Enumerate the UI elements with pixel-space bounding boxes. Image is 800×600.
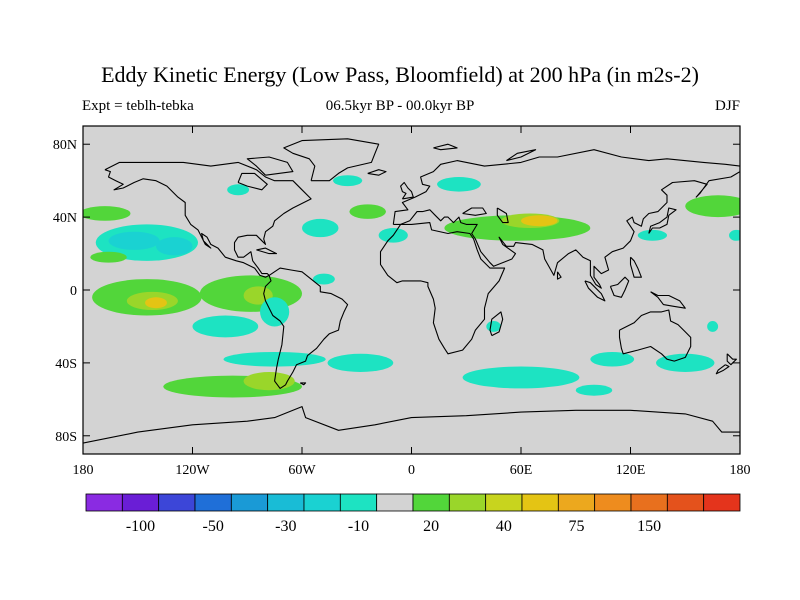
anomaly-region-19 bbox=[312, 273, 335, 285]
coastline-greenland bbox=[283, 138, 380, 182]
anomaly-region-3 bbox=[83, 206, 131, 221]
colorbar-swatch-12 bbox=[521, 493, 559, 512]
colorbar: -100 -50 -30 -10 20 40 75 150 bbox=[85, 493, 741, 535]
coastline-south-america bbox=[263, 267, 349, 389]
lat-tick-label: 0 bbox=[70, 284, 77, 299]
lon-tick-label: 120E bbox=[616, 463, 646, 478]
colorbar-swatch-17 bbox=[703, 493, 741, 512]
anomaly-region-34 bbox=[575, 384, 613, 396]
colorbar-label: 150 bbox=[637, 518, 661, 535]
colorbar-swatch-9 bbox=[412, 493, 450, 512]
coastline-iceland bbox=[367, 169, 387, 176]
colorbar-swatch-1 bbox=[121, 493, 160, 512]
anomaly-region-10 bbox=[192, 315, 259, 338]
colorbar-label: -10 bbox=[348, 518, 369, 535]
season-label: DJF bbox=[714, 98, 740, 114]
colorbar-swatch-11 bbox=[485, 493, 523, 512]
anomaly-region-4 bbox=[90, 251, 127, 263]
experiment-label: Expt = teblh-tebka bbox=[82, 98, 194, 114]
coastline-layer bbox=[83, 138, 740, 444]
colorbar-label: 75 bbox=[569, 518, 585, 535]
anomaly-region-31 bbox=[486, 320, 501, 332]
coastline-antarctica bbox=[83, 406, 740, 444]
anomaly-region-22 bbox=[521, 215, 558, 227]
chart-title: Eddy Kinetic Energy (Low Pass, Bloomfiel… bbox=[101, 62, 699, 87]
colorbar-label: -50 bbox=[203, 518, 224, 535]
coastline-great-britain bbox=[400, 181, 414, 200]
colorbar-swatch-16 bbox=[666, 493, 705, 512]
colorbar-swatch-7 bbox=[339, 493, 378, 512]
coastline-sumatra bbox=[584, 280, 606, 302]
anomaly-region-23 bbox=[437, 177, 481, 192]
colorbar-swatch-0 bbox=[85, 493, 123, 512]
lon-tick-label: 180 bbox=[73, 463, 94, 478]
coastline-new-zealand-south bbox=[715, 364, 730, 375]
anomaly-region-25 bbox=[462, 366, 580, 389]
coastline-new-zealand-north bbox=[726, 353, 737, 366]
anomaly-region-27 bbox=[656, 353, 715, 372]
colorbar-swatch-5 bbox=[267, 493, 305, 512]
anomaly-region-17 bbox=[349, 204, 386, 219]
period-label: 06.5kyr BP - 00.0kyr BP bbox=[325, 98, 475, 114]
coastline-madagascar bbox=[489, 311, 504, 337]
anomaly-region-29 bbox=[637, 229, 668, 241]
anomaly-region-15 bbox=[327, 353, 394, 372]
anomaly-region-32 bbox=[707, 320, 719, 332]
anomaly-region-30 bbox=[729, 229, 740, 241]
coastline-falklands bbox=[299, 382, 307, 386]
lat-tick-label: 40S bbox=[55, 357, 77, 372]
anomaly-region-14 bbox=[223, 351, 326, 367]
anomaly-region-26 bbox=[590, 351, 635, 367]
lon-tick-label: 0 bbox=[408, 463, 415, 478]
colorbar-label: -100 bbox=[126, 518, 155, 535]
coastline-caspian-sea bbox=[496, 207, 509, 224]
coastline-black-sea bbox=[462, 207, 487, 216]
coastline-new-guinea bbox=[650, 291, 686, 309]
coastline-baffin bbox=[246, 156, 294, 176]
anomaly-layer bbox=[83, 175, 740, 398]
coastline-svalbard bbox=[433, 143, 458, 151]
colorbar-label: -30 bbox=[275, 518, 296, 535]
anomaly-region-2 bbox=[156, 237, 193, 256]
coastline-sri-lanka bbox=[556, 271, 562, 280]
coastline-cuba bbox=[256, 247, 278, 255]
coastline-japan bbox=[648, 207, 677, 234]
coastline-eurasia bbox=[392, 149, 740, 289]
coastline-borneo bbox=[609, 276, 630, 298]
anomaly-region-13 bbox=[243, 372, 295, 391]
lat-tick-label: 80S bbox=[55, 430, 77, 445]
lon-tick-label: 60W bbox=[288, 463, 316, 478]
map-axes: 80N 40N 0 40S 80S 180 120W 60W 0 60E 120E 180 bbox=[53, 126, 751, 478]
colorbar-swatch-13 bbox=[557, 493, 596, 512]
colorbar-swatch-10 bbox=[448, 493, 487, 512]
anomaly-region-33 bbox=[227, 184, 250, 196]
coastline-north-america bbox=[104, 161, 312, 278]
colorbar-swatch-4 bbox=[230, 493, 269, 512]
coastline-australia bbox=[618, 309, 692, 362]
anomaly-region-11 bbox=[260, 297, 290, 327]
anomaly-region-28 bbox=[685, 195, 740, 218]
colorbar-swatch-14 bbox=[594, 493, 632, 512]
colorbar-label: 20 bbox=[423, 518, 439, 535]
colorbar-swatch-6 bbox=[303, 493, 341, 512]
colorbar-swatch-2 bbox=[158, 493, 196, 512]
colorbar-swatch-8 bbox=[376, 493, 414, 512]
colorbar-label: 40 bbox=[496, 518, 512, 535]
anomaly-region-24 bbox=[333, 175, 363, 187]
coastline-hudson-bay bbox=[237, 172, 268, 191]
anomaly-region-16 bbox=[302, 218, 339, 238]
lon-tick-label: 180 bbox=[730, 463, 751, 478]
coastline-novaya-zemlya bbox=[506, 149, 537, 162]
lon-tick-label: 60E bbox=[510, 463, 533, 478]
lon-tick-label: 120W bbox=[175, 463, 210, 478]
lat-tick-label: 80N bbox=[53, 138, 77, 153]
anomaly-region-7 bbox=[145, 297, 167, 309]
colorbar-swatch-3 bbox=[194, 493, 232, 512]
coastline-africa bbox=[379, 222, 506, 355]
colorbar-swatch-15 bbox=[630, 493, 668, 512]
lat-tick-label: 40N bbox=[53, 211, 77, 226]
coastline-philippines bbox=[629, 256, 642, 278]
anomaly-region-1 bbox=[108, 231, 160, 250]
